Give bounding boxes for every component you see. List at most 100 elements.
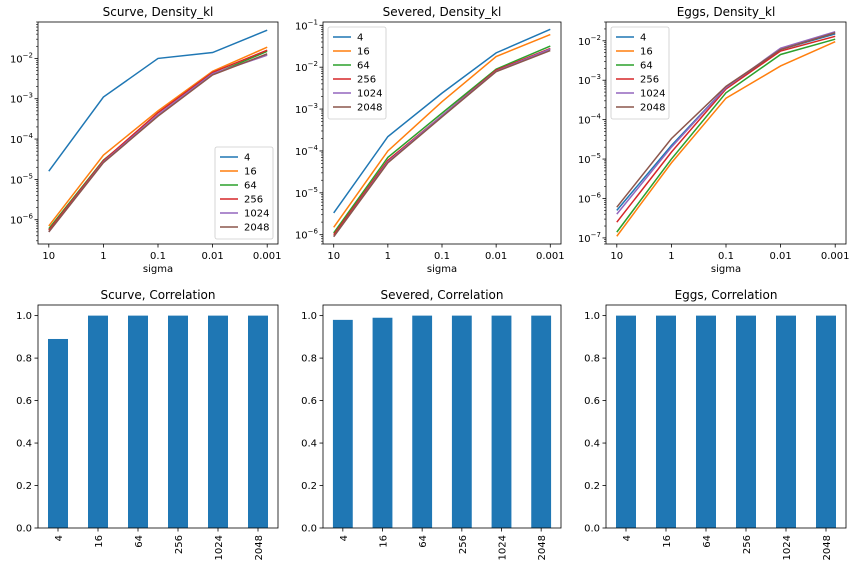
y-tick-exponent: −5 — [591, 152, 601, 160]
series-line-2048 — [616, 32, 836, 208]
x-tick-label: 0.1 — [434, 251, 450, 262]
x-tick-label: 0.1 — [718, 251, 734, 262]
y-tick-label: 0.4 — [584, 439, 600, 450]
bar-1024 — [208, 315, 228, 528]
series-line-64 — [616, 38, 836, 233]
bar-chart-2: Severed, Correlation 0.0 0.2 0.4 0.6 0.8 1.0 4 1… — [301, 288, 562, 560]
y-tick-label: 10−2 — [10, 51, 33, 65]
x-axis-label: sigma — [711, 264, 741, 275]
bar-2048 — [248, 315, 268, 528]
y-tick-label: 0.6 — [16, 396, 32, 407]
x-tick-label: 1024 — [498, 535, 509, 560]
legend-label: 16 — [357, 47, 370, 58]
legend-label: 1024 — [244, 209, 269, 220]
x-tick-label: 0.001 — [253, 251, 282, 262]
x-tick-label: 16 — [94, 535, 105, 548]
y-tick-label: 1.0 — [301, 311, 317, 322]
x-tick-label: 0.001 — [536, 251, 565, 262]
legend-label: 2048 — [244, 223, 269, 234]
y-tick-base: 10 — [295, 63, 308, 74]
y-tick-label: 0.0 — [584, 524, 600, 535]
y-tick-base: 10 — [578, 234, 591, 245]
y-tick-base: 10 — [578, 116, 591, 127]
line-chart-2: Severed, Density_kl10−610−510−410−310−21… — [295, 5, 565, 275]
bar-64 — [412, 315, 433, 528]
legend-label: 256 — [357, 75, 376, 86]
legend-label: 256 — [640, 75, 659, 86]
y-tick-base: 10 — [578, 155, 591, 166]
x-axis-label: sigma — [427, 264, 457, 275]
chart-title: Scurve, Correlation — [100, 288, 215, 302]
x-tick-label: 2048 — [822, 535, 833, 560]
y-tick-base: 10 — [10, 95, 23, 106]
chart-title: Severed, Correlation — [381, 288, 504, 302]
y-tick-label: 0.8 — [16, 354, 32, 365]
y-tick-base: 10 — [578, 76, 591, 87]
x-tick-label: 1024 — [214, 535, 225, 560]
y-tick-exponent: −4 — [591, 113, 602, 121]
bar-256 — [736, 315, 756, 528]
series-line-4 — [333, 28, 551, 214]
plot-frame — [605, 21, 847, 245]
legend-label: 64 — [244, 181, 257, 192]
series-line-256 — [48, 49, 268, 231]
y-tick-label: 0.8 — [301, 354, 317, 365]
bar-chart-1: Scurve, Correlation 0.0 0.2 0.4 0.6 0.8 1.0 4 16… — [16, 288, 279, 560]
x-tick-label: 1 — [385, 251, 391, 262]
bar-256 — [168, 315, 188, 528]
chart-title: Severed, Density_kl — [383, 5, 502, 19]
bar-64 — [128, 315, 148, 528]
legend-label: 2048 — [640, 103, 665, 114]
x-tick-label: 4 — [622, 535, 633, 541]
y-tick-label: 10−6 — [295, 228, 319, 242]
bar-64 — [696, 315, 716, 528]
x-tick-label: 0.1 — [150, 251, 166, 262]
x-tick-label: 64 — [134, 535, 145, 548]
x-tick-label: 0.01 — [201, 251, 223, 262]
y-tick-label: 10−6 — [578, 191, 602, 205]
bar-1024 — [491, 315, 512, 528]
y-tick-base: 10 — [10, 54, 23, 65]
y-tick-exponent: −4 — [308, 144, 319, 152]
series-line-16 — [616, 40, 836, 237]
legend: 4 16 64 256 1024 2048 — [327, 26, 387, 120]
x-tick-label: 2048 — [537, 535, 548, 560]
y-tick-label: 10−6 — [10, 213, 34, 227]
plot-frame — [322, 304, 562, 529]
x-tick-label: 0.001 — [821, 251, 850, 262]
y-tick-label: 0.4 — [301, 439, 317, 450]
x-tick-label: 4 — [339, 535, 350, 541]
y-tick-label: 0.2 — [584, 481, 600, 492]
y-tick-label: 0.8 — [584, 354, 600, 365]
y-tick-exponent: −2 — [308, 60, 318, 68]
y-tick-label: 10−3 — [578, 73, 601, 87]
x-tick-label: 0.01 — [485, 251, 507, 262]
series-line-16 — [333, 33, 551, 228]
x-tick-label: 10 — [327, 251, 340, 262]
x-tick-label: 0.01 — [769, 251, 791, 262]
line-chart-3: Eggs, Density_kl10−710−610−510−410−310−2… — [578, 5, 850, 275]
x-tick-label: 1 — [668, 251, 674, 262]
y-tick-exponent: −7 — [591, 231, 601, 239]
y-tick-label: 0.6 — [584, 396, 600, 407]
x-tick-label: 1 — [100, 251, 106, 262]
y-tick-label: 10−5 — [578, 152, 601, 166]
y-tick-exponent: −2 — [591, 34, 601, 42]
y-tick-base: 10 — [295, 21, 308, 32]
x-tick-label: 10 — [610, 251, 623, 262]
legend-label: 64 — [357, 61, 370, 72]
y-tick-base: 10 — [295, 189, 308, 200]
plot-frame — [37, 21, 279, 245]
y-tick-label: 10−1 — [295, 18, 318, 32]
bar-16 — [372, 317, 393, 528]
legend-label: 256 — [244, 195, 263, 206]
x-tick-label: 10 — [42, 251, 55, 262]
y-tick-exponent: −5 — [23, 172, 33, 180]
series-line-256 — [616, 35, 836, 223]
y-tick-label: 1.0 — [584, 311, 600, 322]
x-tick-label: 64 — [702, 535, 713, 548]
legend-label: 4 — [640, 33, 646, 44]
legend-box — [610, 26, 670, 120]
x-tick-label: 1024 — [782, 535, 793, 560]
